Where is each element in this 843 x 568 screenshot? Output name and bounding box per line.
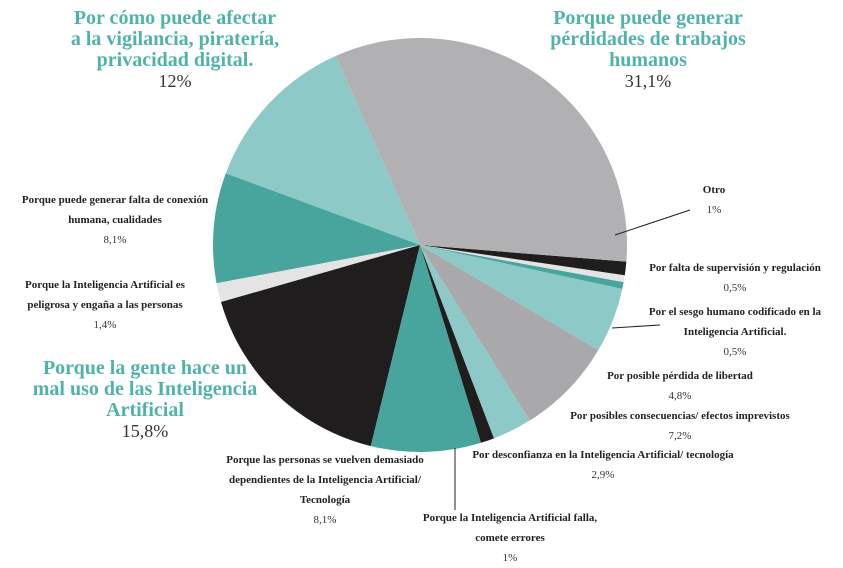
slice-label: Porque las personas se vuelven demasiado… bbox=[220, 450, 430, 530]
value-label: 4,8% bbox=[668, 390, 692, 402]
slice-label: Por cómo puede afectar a la vigilancia, … bbox=[70, 8, 280, 92]
value-label: 8,1% bbox=[103, 234, 127, 246]
pie-slice bbox=[335, 37, 627, 262]
category-label: Porque puede generar pérdidades de traba… bbox=[550, 7, 746, 71]
category-label: Por desconfianza en la Inteligencia Arti… bbox=[472, 449, 734, 461]
category-label: Por cómo puede afectar a la vigilancia, … bbox=[70, 7, 280, 71]
category-label: Porque la Inteligencia Artificial es pel… bbox=[25, 279, 185, 311]
category-label: Porque la gente hace un mal uso de las I… bbox=[32, 357, 258, 421]
category-label: Por falta de supervisión y regulación bbox=[649, 262, 821, 274]
category-label: Otro bbox=[702, 184, 726, 196]
value-label: 2,9% bbox=[591, 469, 615, 481]
category-label: Por el sesgo humano codificado en la Int… bbox=[648, 306, 822, 338]
value-label: 31,1% bbox=[624, 71, 672, 91]
value-label: 1,4% bbox=[93, 319, 117, 331]
leader-line bbox=[614, 209, 691, 236]
value-label: 8,1% bbox=[313, 514, 337, 526]
slice-label: Porque la gente hace un mal uso de las I… bbox=[25, 358, 265, 442]
pie-slice bbox=[216, 245, 420, 303]
pie-slice bbox=[420, 245, 627, 276]
category-label: Porque la Inteligencia Artificial falla,… bbox=[422, 512, 598, 544]
category-label: Por posible pérdida de libertad bbox=[607, 370, 753, 382]
pie-slice bbox=[370, 245, 481, 452]
slice-label: Por posibles consecuencias/ efectos impr… bbox=[540, 406, 820, 446]
pie-slice bbox=[420, 245, 530, 439]
slice-label: Por el sesgo humano codificado en la Int… bbox=[640, 302, 830, 362]
pie-slice bbox=[221, 245, 420, 447]
category-label: Porque las personas se vuelven demasiado… bbox=[226, 454, 424, 506]
value-label: 1% bbox=[706, 204, 722, 216]
pie-slice bbox=[212, 173, 420, 284]
slice-label: Porque puede generar falta de conexión h… bbox=[15, 190, 215, 250]
slice-label: Por falta de supervisión y regulación 0,5… bbox=[625, 258, 843, 298]
pie-slice bbox=[420, 245, 624, 289]
slice-label: Porque la Inteligencia Artificial es pel… bbox=[5, 275, 205, 335]
pie-slice bbox=[225, 55, 420, 246]
pie-slice bbox=[420, 245, 625, 283]
slice-label: Porque la Inteligencia Artificial falla,… bbox=[410, 508, 610, 568]
value-label: 0,5% bbox=[723, 346, 747, 358]
pie-slice bbox=[420, 245, 599, 421]
value-label: 0,5% bbox=[723, 282, 747, 294]
slice-label: Otro 1% bbox=[684, 180, 744, 220]
value-label: 7,2% bbox=[668, 430, 692, 442]
category-label: Por posibles consecuencias/ efectos impr… bbox=[570, 410, 790, 422]
pie-slice bbox=[420, 245, 623, 351]
value-label: 12% bbox=[158, 71, 192, 91]
value-label: 15,8% bbox=[121, 421, 169, 441]
value-label: 1% bbox=[502, 552, 518, 564]
leader-line bbox=[611, 324, 661, 329]
slice-label: Porque puede generar pérdidades de traba… bbox=[548, 8, 748, 92]
slice-label: Por posible pérdida de libertad 4,8% bbox=[580, 366, 780, 406]
pie-slice bbox=[420, 245, 495, 443]
category-label: Porque puede generar falta de conexión h… bbox=[21, 194, 209, 226]
slice-label: Por desconfianza en la Inteligencia Arti… bbox=[468, 445, 738, 485]
